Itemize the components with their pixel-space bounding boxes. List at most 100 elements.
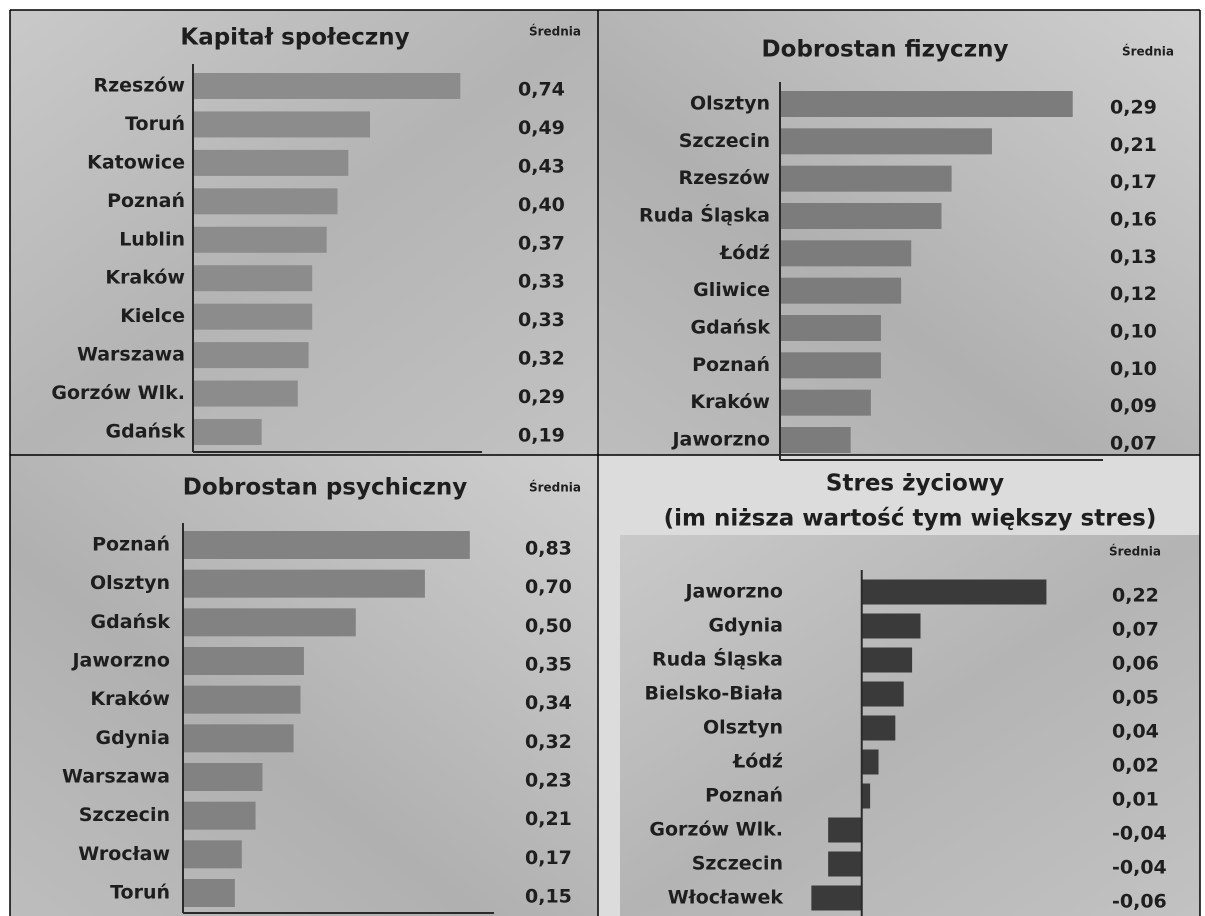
bar	[828, 817, 862, 843]
bar	[811, 885, 862, 911]
value-header: Średnia	[1122, 44, 1174, 59]
bar	[861, 749, 879, 775]
category-label: Włocławek	[668, 887, 784, 909]
value-label: 0,37	[518, 232, 565, 254]
value-label: 0,12	[1110, 283, 1157, 305]
value-label: 0,10	[1110, 358, 1157, 380]
value-label: 0,32	[525, 731, 572, 753]
bar	[780, 315, 881, 341]
bar	[861, 613, 921, 639]
bar	[780, 427, 851, 453]
category-label: Poznań	[705, 785, 783, 807]
bar	[183, 569, 425, 598]
category-label: Szczecin	[679, 130, 770, 152]
value-label: 0,21	[525, 808, 572, 830]
bar	[183, 608, 356, 637]
value-label: 0,07	[1110, 433, 1157, 455]
chart-title: Dobrostan fizyczny	[762, 37, 1009, 63]
value-label: -0,06	[1112, 891, 1167, 913]
bar	[861, 715, 896, 741]
category-label: Kraków	[105, 267, 185, 289]
category-label: Poznań	[92, 534, 170, 556]
chart-title: Stres życiowy	[826, 471, 1004, 497]
category-label: Szczecin	[79, 804, 170, 826]
category-label: Ruda Śląska	[652, 647, 783, 671]
value-label: 0,06	[1112, 653, 1159, 675]
value-label: 0,19	[518, 425, 565, 447]
value-label: 0,05	[1112, 687, 1159, 709]
category-label: Jaworzno	[683, 581, 783, 603]
bar	[183, 840, 242, 869]
bar	[780, 240, 912, 267]
value-header: Średnia	[1109, 544, 1161, 559]
value-label: 0,07	[1112, 619, 1159, 641]
bar	[861, 647, 913, 673]
value-label: 0,43	[518, 155, 565, 177]
category-label: Rzeszów	[93, 75, 185, 97]
category-label: Warszawa	[62, 766, 170, 788]
value-label: 0,02	[1112, 755, 1159, 777]
category-label: Gdańsk	[91, 611, 171, 633]
bar	[193, 342, 309, 369]
bar	[193, 419, 262, 445]
bar	[780, 277, 902, 304]
value-label: 0,09	[1110, 395, 1157, 417]
value-label: 0,15	[525, 886, 572, 908]
value-label: -0,04	[1112, 857, 1167, 879]
category-label: Wrocław	[78, 843, 170, 865]
category-label: Gorzów Wlk.	[649, 819, 783, 841]
value-label: 0,33	[518, 271, 565, 293]
category-label: Gorzów Wlk.	[51, 382, 185, 404]
panel-bg	[598, 10, 1200, 455]
category-label: Olsztyn	[690, 93, 770, 115]
category-label: Warszawa	[77, 344, 185, 366]
category-label: Jaworzno	[70, 650, 170, 672]
value-label: 0,21	[1110, 134, 1157, 156]
bar	[193, 188, 338, 215]
chart-title: Dobrostan psychiczny	[183, 475, 468, 501]
category-label: Kraków	[90, 688, 170, 710]
bar	[828, 851, 862, 877]
value-header: Średnia	[529, 480, 581, 495]
value-label: 0,83	[525, 538, 572, 560]
value-label: 0,74	[518, 79, 565, 101]
category-label: Poznań	[692, 354, 770, 376]
value-label: 0,22	[1112, 585, 1159, 607]
category-label: Bielsko-Biała	[645, 683, 783, 705]
bar	[183, 724, 294, 753]
value-label: 0,29	[518, 386, 565, 408]
bar	[193, 303, 313, 330]
category-label: Gdańsk	[691, 317, 771, 339]
value-label: -0,04	[1112, 823, 1167, 845]
bar	[193, 380, 298, 407]
value-label: 0,23	[525, 770, 572, 792]
value-label: 0,01	[1112, 789, 1159, 811]
bar	[193, 111, 371, 138]
bar	[780, 128, 992, 155]
bar	[193, 265, 313, 292]
category-label: Ruda Śląska	[639, 203, 770, 227]
bar	[183, 879, 235, 907]
category-label: Szczecin	[692, 853, 783, 875]
value-label: 0,33	[518, 309, 565, 331]
value-label: 0,13	[1110, 246, 1157, 268]
category-label: Katowice	[87, 151, 185, 173]
bar	[861, 783, 871, 809]
bar	[183, 801, 256, 830]
value-label: 0,16	[1110, 209, 1157, 231]
category-label: Gdynia	[709, 615, 783, 637]
chart-subtitle: (im niższa wartość tym większy stres)	[664, 506, 1157, 532]
bar	[193, 226, 327, 253]
category-label: Poznań	[107, 190, 185, 212]
value-label: 0,32	[518, 348, 565, 370]
value-label: 0,10	[1110, 321, 1157, 343]
bar	[193, 149, 349, 176]
category-label: Toruń	[110, 882, 170, 904]
value-label: 0,29	[1110, 97, 1157, 119]
bar	[780, 165, 952, 192]
bar	[183, 685, 301, 714]
bar	[780, 352, 881, 379]
category-label: Łódź	[719, 242, 770, 264]
category-label: Jaworzno	[670, 429, 770, 451]
